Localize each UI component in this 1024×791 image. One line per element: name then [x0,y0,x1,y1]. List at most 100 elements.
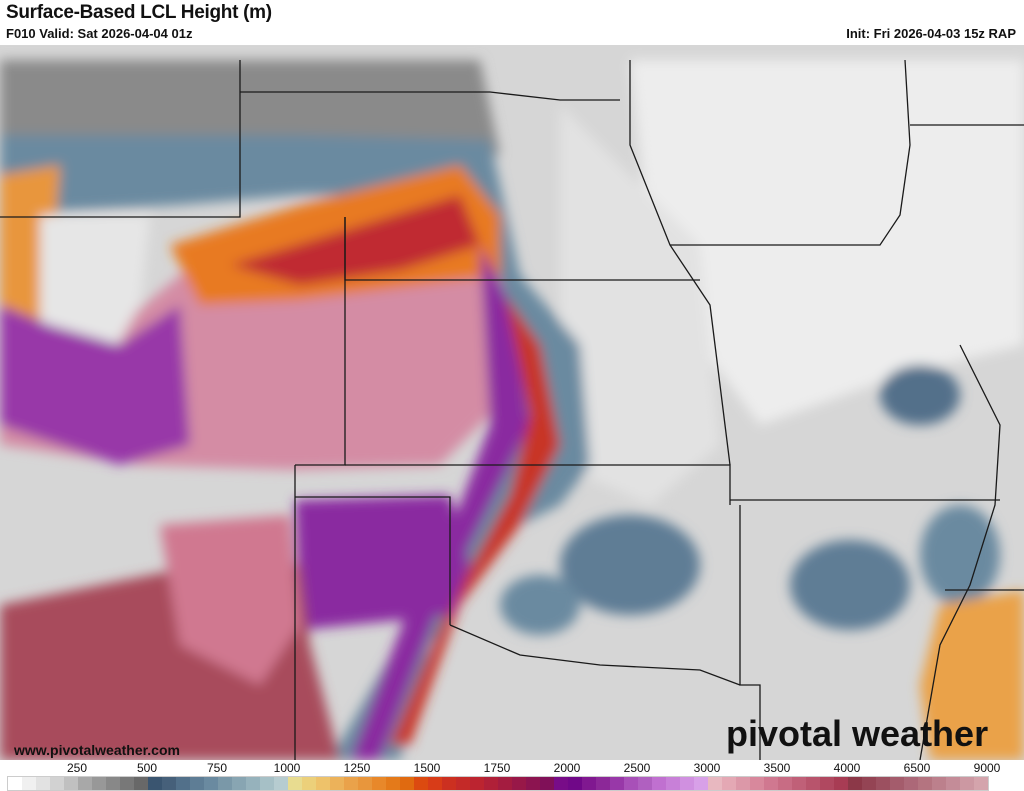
colorbar-swatch [932,777,946,790]
colorbar-swatch [400,777,414,790]
colorbar-swatch [358,777,372,790]
colorbar-swatch [750,777,764,790]
field-red-core [230,195,480,285]
colorbar-swatch [92,777,106,790]
colorbar-label: 1250 [343,761,371,775]
field-light-east [630,60,1024,425]
website-url: www.pivotalweather.com [14,742,180,758]
colorbar-swatch [442,777,456,790]
colorbar-swatch [120,777,134,790]
field-pink-south [160,515,300,685]
colorbar-swatch [806,777,820,790]
field-blue-illinois [880,365,960,425]
colorbar-swatch [372,777,386,790]
colorbar-swatch [610,777,624,790]
colorbar-label: 1750 [483,761,511,775]
colorbar-label: 3500 [763,761,791,775]
colorbar-swatch [78,777,92,790]
colorbar-label: 9000 [973,761,1001,775]
colorbar-label: 3000 [693,761,721,775]
colorbar-labels: 250 500 750 1000 1250 1500 1750 2000 2500 3000 350… [0,761,1024,775]
colorbar-swatch [820,777,834,790]
colorbar-swatch [162,777,176,790]
colorbar-swatch [302,777,316,790]
colorbar-swatch [274,777,288,790]
state-boundaries [0,59,1024,760]
colorbar-swatch [288,777,302,790]
colorbar-swatch [834,777,848,790]
colorbar-swatch [330,777,344,790]
colorbar-swatch [176,777,190,790]
colorbar-swatch [904,777,918,790]
map-title: Surface-Based LCL Height (m) [6,2,272,23]
colorbar-swatch [652,777,666,790]
colorbar-label: 4000 [833,761,861,775]
colorbar-label: 750 [206,761,228,775]
field-blue-mississippi [920,505,1000,605]
colorbar-swatch [974,777,988,790]
colorbar-swatch [414,777,428,790]
colorbar-swatch [554,777,568,790]
colorbar-label: 2500 [623,761,651,775]
colorbar-swatch [344,777,358,790]
colorbar-swatch [890,777,904,790]
colorbar-swatch [218,777,232,790]
colorbar-swatch [722,777,736,790]
colorbar-swatch [708,777,722,790]
colorbar-swatch [260,777,274,790]
colorbar-label: 500 [136,761,158,775]
colorbar-swatch [736,777,750,790]
colorbar-label: 1000 [273,761,301,775]
colorbar-swatch [232,777,246,790]
colorbar-swatch [666,777,680,790]
colorbar-swatch [778,777,792,790]
colorbar-swatch [134,777,148,790]
field-blue-texas [560,515,700,615]
colorbar-swatch [582,777,596,790]
colorbar-swatch [638,777,652,790]
init-time: Init: Fri 2026-04-03 15z RAP [846,26,1016,41]
colorbar-swatch [22,777,36,790]
colorbar-swatch [694,777,708,790]
colorbar-swatch [64,777,78,790]
colorbar-swatch [960,777,974,790]
colorbar-label: 250 [66,761,88,775]
colorbar-swatch [246,777,260,790]
colorbar-swatch [204,777,218,790]
field-light-central [560,105,720,505]
colorbar-swatch [456,777,470,790]
colorbar-swatch [148,777,162,790]
colorbar-label: 2000 [553,761,581,775]
colorbar [7,776,989,791]
colorbar-swatch [680,777,694,790]
field-purple-west [0,305,190,465]
colorbar-swatch [624,777,638,790]
colorbar-swatch [526,777,540,790]
colorbar-swatch [540,777,554,790]
pivotal-weather-logo: pivotal weather [726,713,989,754]
colorbar-swatch [848,777,862,790]
colorbar-swatch [428,777,442,790]
field-blue-arkansas [790,540,910,630]
colorbar-swatch [918,777,932,790]
colorbar-swatch [190,777,204,790]
colorbar-swatch [470,777,484,790]
colorbar-swatch [484,777,498,790]
colorbar-swatch [876,777,890,790]
field-blue-oklahoma [500,575,580,635]
colorbar-swatch [106,777,120,790]
colorbar-swatch [568,777,582,790]
colorbar-swatch [498,777,512,790]
valid-time: F010 Valid: Sat 2026-04-04 01z [6,26,193,41]
lcl-height-map [0,45,1024,760]
colorbar-swatch [792,777,806,790]
colorbar-label: 1500 [413,761,441,775]
colorbar-swatch [36,777,50,790]
colorbar-label: 6500 [903,761,931,775]
colorbar-swatch [764,777,778,790]
colorbar-swatch [50,777,64,790]
colorbar-swatch [596,777,610,790]
colorbar-swatch [946,777,960,790]
colorbar-swatch [512,777,526,790]
colorbar-swatch [386,777,400,790]
